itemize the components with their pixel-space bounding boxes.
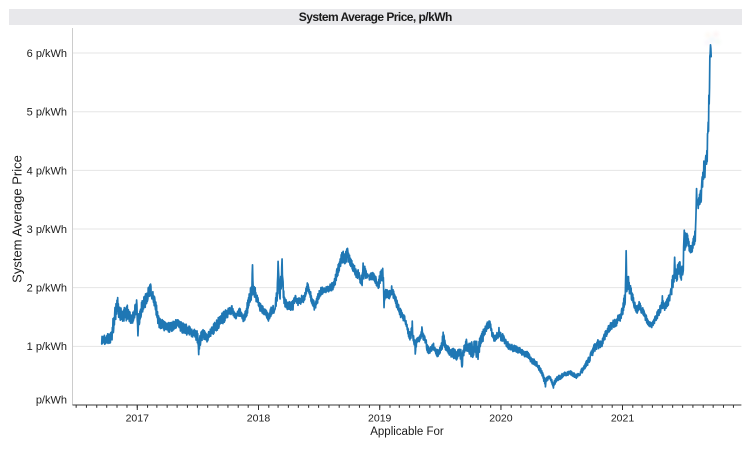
y-tick-label: p/kWh xyxy=(36,394,67,406)
x-axis-title: Applicable For xyxy=(370,425,444,438)
x-tick-label: 2020 xyxy=(489,413,513,425)
y-tick-label: 4 p/kWh xyxy=(27,165,67,177)
x-tick-label: 2018 xyxy=(247,413,271,425)
x-tick-label: 2021 xyxy=(611,413,635,425)
toolbar-ghost-icon xyxy=(702,30,722,47)
y-tick-label: 1 p/kWh xyxy=(27,341,67,353)
y-tick-label: 6 p/kWh xyxy=(27,48,67,60)
chart-title: System Average Price, p/kWh xyxy=(298,9,453,24)
chart-title-bar: System Average Price, p/kWh xyxy=(9,8,742,25)
series-line xyxy=(100,43,713,389)
y-tick-label: 2 p/kWh xyxy=(27,283,67,295)
y-tick-label: 5 p/kWh xyxy=(27,107,67,119)
y-tick-label: 3 p/kWh xyxy=(27,224,67,236)
x-tick-label: 2017 xyxy=(126,413,150,425)
x-tick-label: 2019 xyxy=(368,413,392,425)
